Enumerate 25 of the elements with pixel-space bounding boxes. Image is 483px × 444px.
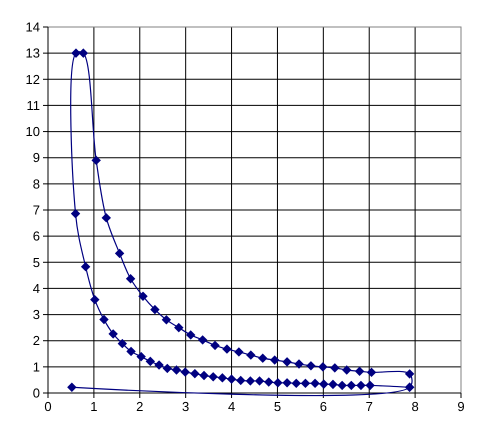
x-tick-label: 7	[366, 399, 373, 414]
y-tick-label: 13	[26, 46, 40, 61]
y-tick-label: 2	[32, 333, 40, 348]
y-tick-label: 8	[32, 176, 40, 192]
x-tick-label: 1	[90, 399, 98, 414]
x-tick-label: 8	[411, 399, 419, 414]
x-tick-label: 2	[136, 399, 144, 414]
x-tick-label: 3	[182, 399, 190, 414]
y-tick-label: 6	[32, 228, 40, 244]
y-tick-label: 1	[32, 359, 40, 374]
y-tick-label: 5	[32, 254, 40, 270]
y-tick-label: 7	[32, 202, 40, 218]
y-tick-label: 11	[26, 98, 40, 113]
x-tick-label: 6	[320, 399, 327, 414]
y-tick-label: 0	[32, 386, 40, 400]
x-tick-label: 5	[274, 399, 282, 414]
x-tick-label: 0	[44, 399, 52, 414]
y-tick-label: 9	[32, 150, 40, 166]
y-tick-label: 14	[26, 20, 40, 34]
x-tick-label: 4	[228, 399, 236, 414]
y-tick-label: 4	[32, 280, 40, 296]
y-tick-label: 12	[26, 72, 40, 87]
y-tick-label: 10	[26, 124, 40, 140]
x-tick-label: 9	[457, 399, 465, 414]
y-tick-label: 3	[32, 307, 40, 322]
